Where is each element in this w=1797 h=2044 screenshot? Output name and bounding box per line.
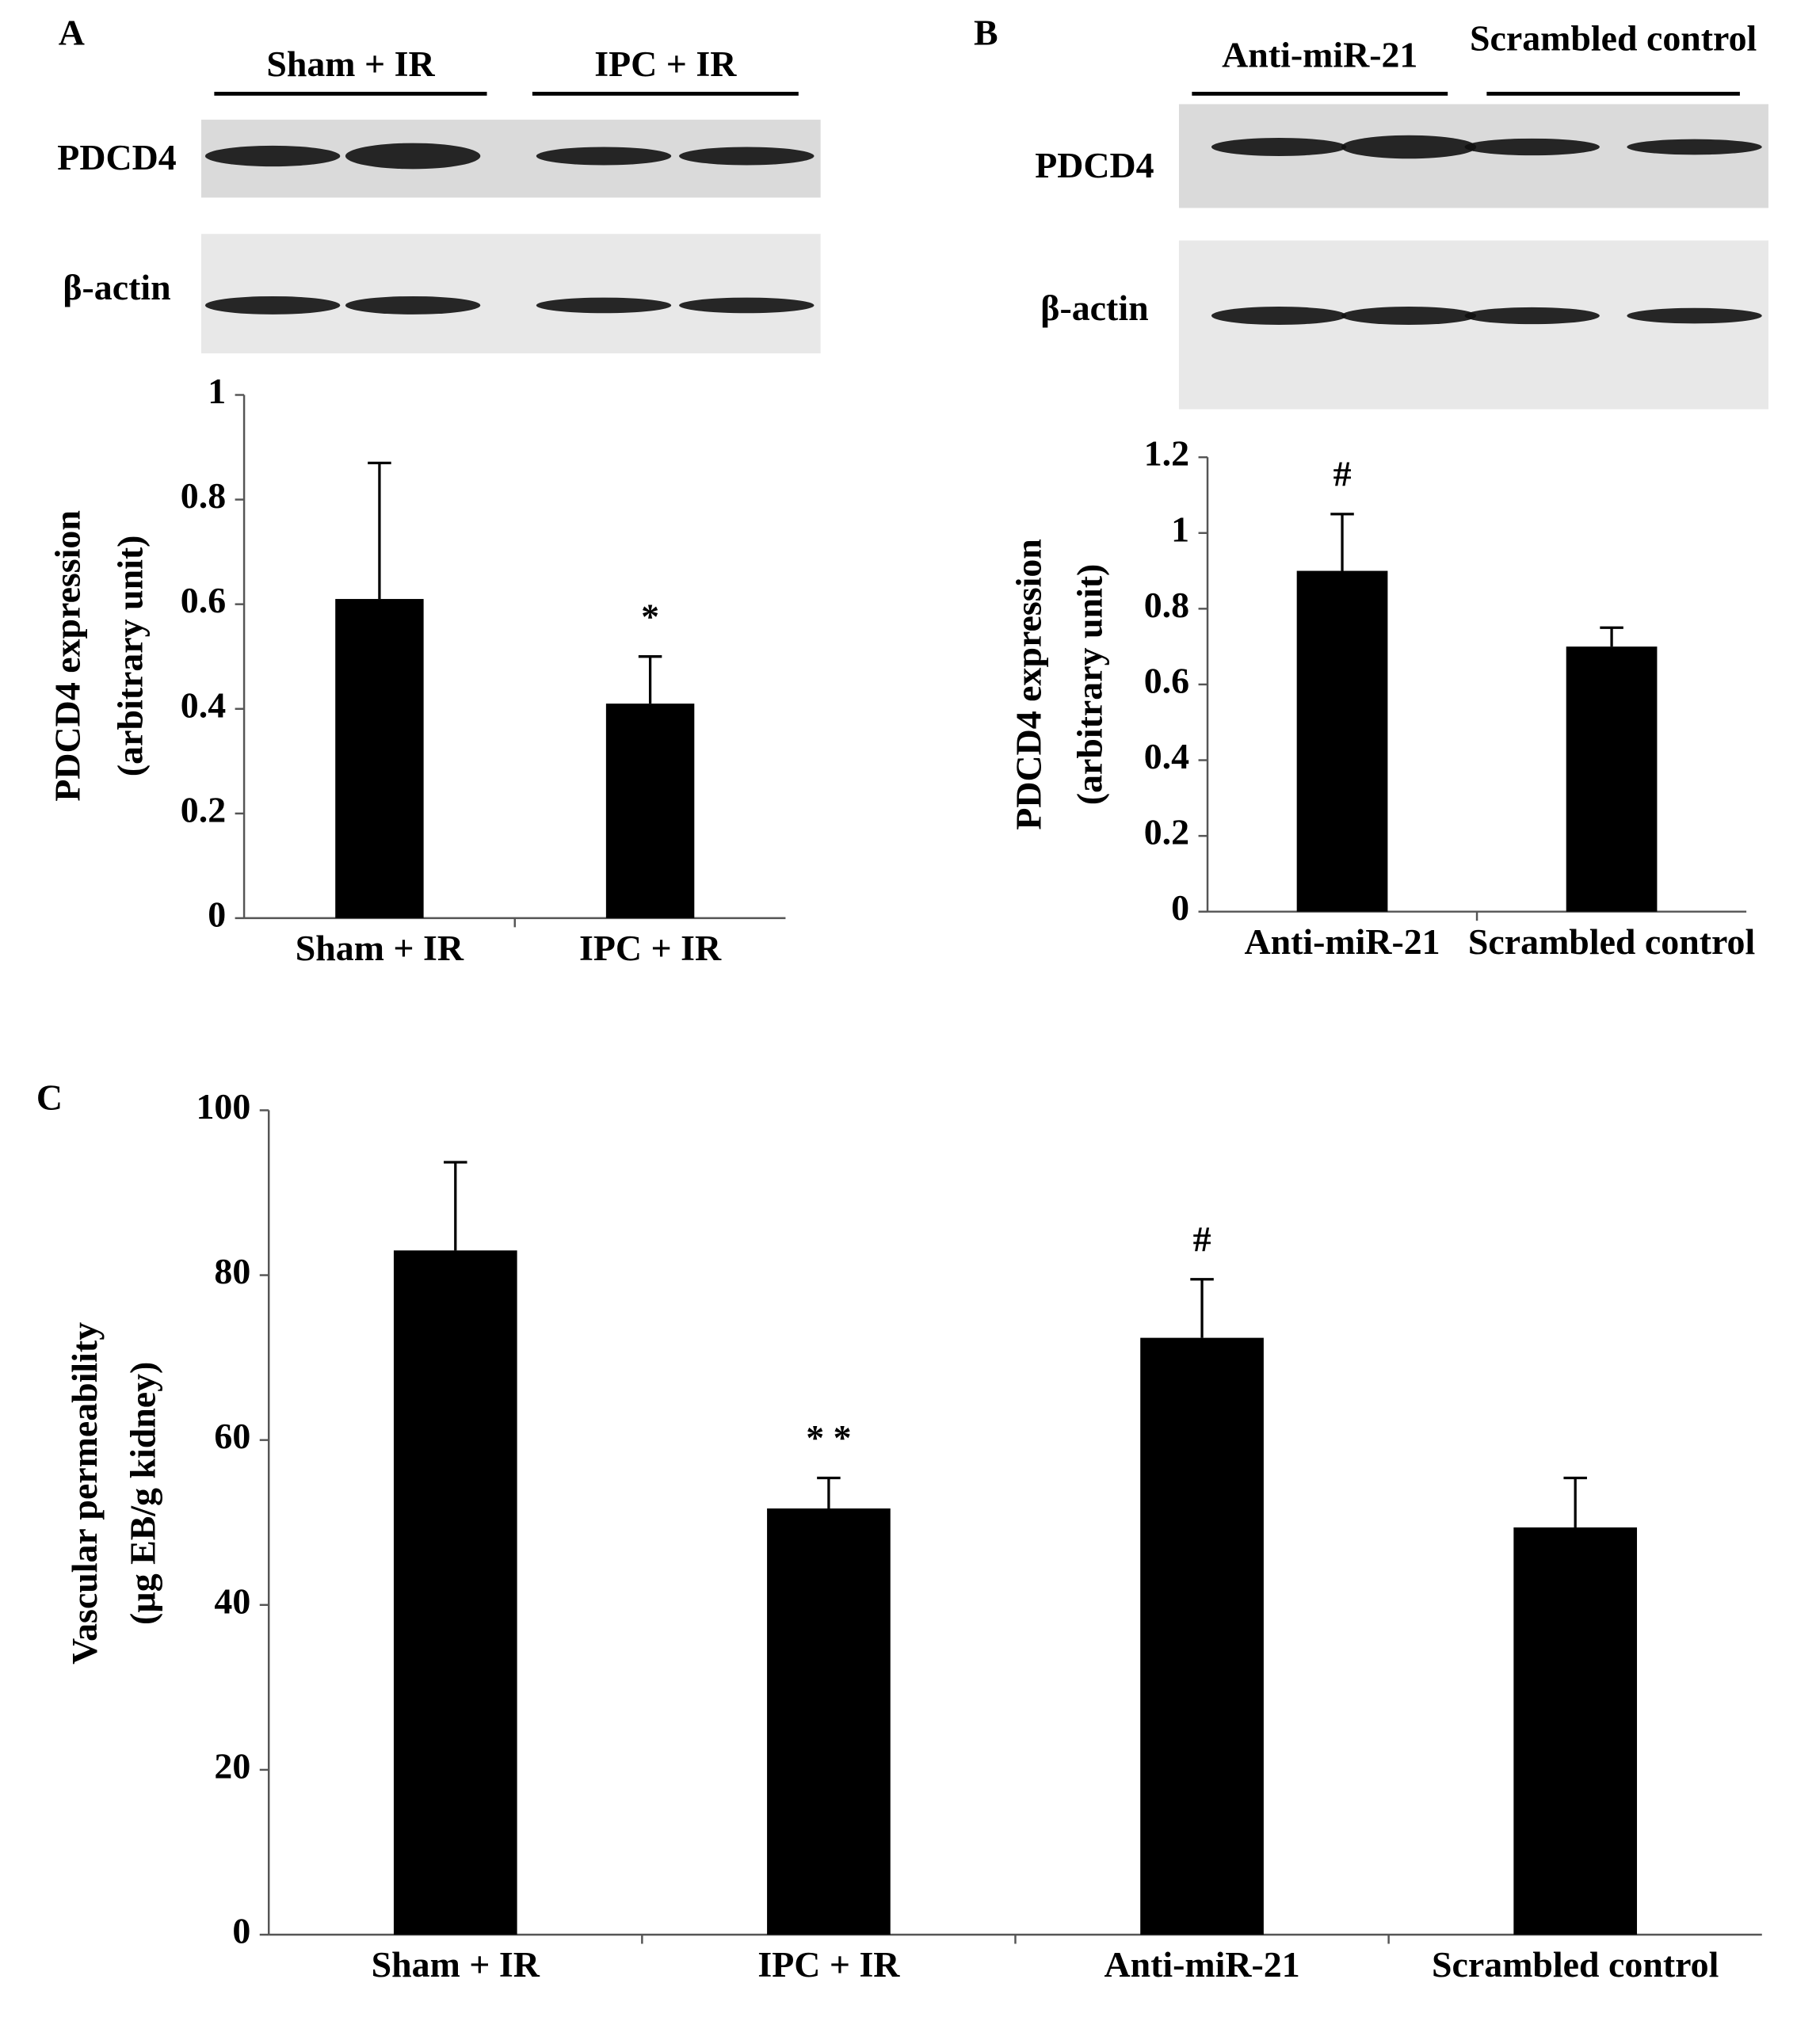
blot-band <box>345 296 481 315</box>
y-tick-label: 0.2 <box>1144 812 1189 852</box>
blot-band <box>345 143 481 170</box>
blot-band <box>679 147 815 166</box>
x-tick-label: Scrambled control <box>1432 1944 1719 1985</box>
y-tick-label: 20 <box>214 1745 250 1786</box>
x-tick-label: IPC + IR <box>757 1944 900 1985</box>
x-tick-label: Anti-miR-21 <box>1244 921 1440 962</box>
y-tick-label: 0.4 <box>181 685 226 725</box>
blot-band <box>1464 138 1600 156</box>
row-label: β-actin <box>63 267 170 307</box>
y-axis-label: (arbitrary unit) <box>109 536 150 777</box>
y-tick-label: 0.6 <box>1144 660 1189 700</box>
annotation: # <box>1333 453 1352 494</box>
y-tick-label: 1.2 <box>1144 433 1189 474</box>
x-tick-label: Sham + IR <box>372 1944 540 1985</box>
bar <box>1513 1527 1638 1935</box>
blot-background <box>1178 240 1768 410</box>
blot-band <box>1211 307 1347 326</box>
blot-band <box>536 297 672 314</box>
y-tick-label: 0.4 <box>1144 736 1189 776</box>
annotation: * <box>641 596 659 636</box>
blot-background <box>1178 104 1768 208</box>
panel-label: C <box>36 1077 63 1117</box>
y-axis-label: (µg EB/g kidney) <box>123 1362 163 1625</box>
bar <box>393 1250 517 1935</box>
blot-band <box>1341 135 1477 159</box>
panel-label: A <box>59 13 85 53</box>
bar <box>605 704 695 918</box>
y-tick-label: 1 <box>1171 509 1189 549</box>
y-tick-label: 0.2 <box>181 789 226 829</box>
y-axis-label: (arbitrary unit) <box>1069 564 1109 806</box>
y-tick-label: 0.8 <box>181 475 226 516</box>
y-tick-label: 100 <box>196 1086 250 1127</box>
x-tick-label: Anti-miR-21 <box>1104 1944 1299 1985</box>
bar <box>1140 1337 1264 1935</box>
blot-band <box>1464 307 1600 325</box>
y-tick-label: 1 <box>208 371 226 411</box>
blot-band <box>1627 139 1762 155</box>
blot-band <box>204 296 341 315</box>
group-label: IPC + IR <box>594 44 737 84</box>
annotation: * * <box>806 1417 851 1458</box>
x-tick-label: IPC + IR <box>579 928 722 968</box>
y-axis-label: PDCD4 expression <box>48 510 88 801</box>
blot-band <box>1211 138 1347 156</box>
x-tick-label: Scrambled control <box>1468 921 1755 962</box>
y-tick-label: 0.8 <box>1144 585 1189 625</box>
blot-band <box>1627 307 1762 324</box>
y-tick-label: 80 <box>214 1251 250 1291</box>
y-tick-label: 0 <box>1171 887 1189 928</box>
blot-background <box>201 234 821 354</box>
blot-band <box>536 147 672 166</box>
group-label: Scrambled control <box>1470 17 1757 58</box>
blot-band <box>679 297 815 314</box>
x-tick-label: Sham + IR <box>296 928 464 968</box>
blot-band <box>1341 307 1477 326</box>
bar <box>1296 570 1388 912</box>
group-label: Sham + IR <box>266 44 435 84</box>
blot-band <box>204 145 341 167</box>
y-axis-label: PDCD4 expression <box>1008 539 1048 829</box>
annotation: # <box>1193 1218 1211 1259</box>
panel-label: B <box>974 13 998 53</box>
y-axis-label: Vascular permeability <box>64 1322 105 1665</box>
row-label: PDCD4 <box>1035 145 1154 185</box>
row-label: PDCD4 <box>57 137 176 177</box>
group-label: Anti-miR-21 <box>1222 35 1417 75</box>
y-tick-label: 0 <box>208 894 226 934</box>
y-tick-label: 0.6 <box>181 580 226 620</box>
bar <box>335 599 424 918</box>
y-tick-label: 40 <box>214 1581 250 1621</box>
row-label: β-actin <box>1040 288 1148 328</box>
y-tick-label: 60 <box>214 1416 250 1456</box>
bar <box>767 1508 891 1935</box>
y-tick-label: 0 <box>232 1911 250 1951</box>
bar <box>1566 646 1658 912</box>
